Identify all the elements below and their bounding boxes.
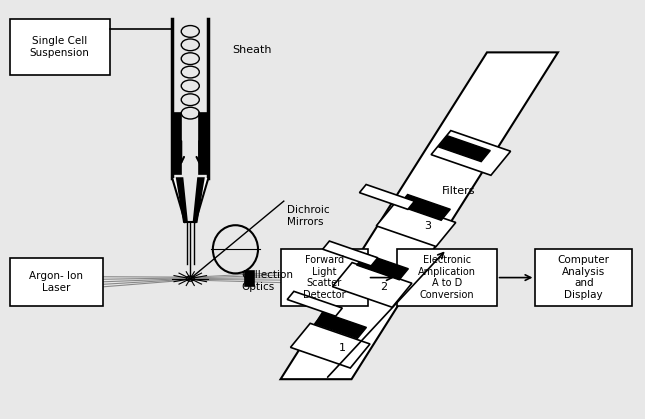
Polygon shape bbox=[439, 136, 490, 162]
Text: Computer
Analysis
and
Display: Computer Analysis and Display bbox=[558, 255, 610, 300]
Polygon shape bbox=[177, 178, 187, 222]
Polygon shape bbox=[359, 184, 415, 210]
Text: Collection
Optics: Collection Optics bbox=[242, 270, 294, 292]
Text: Argon- Ion
Laser: Argon- Ion Laser bbox=[30, 271, 83, 292]
Text: Single Cell
Suspension: Single Cell Suspension bbox=[30, 36, 90, 58]
Bar bbox=[397, 249, 497, 306]
Polygon shape bbox=[357, 254, 408, 280]
Polygon shape bbox=[287, 291, 342, 316]
Polygon shape bbox=[193, 178, 208, 222]
Bar bbox=[10, 258, 103, 306]
Polygon shape bbox=[290, 323, 370, 368]
Polygon shape bbox=[194, 178, 204, 222]
Text: 1: 1 bbox=[339, 343, 345, 353]
Polygon shape bbox=[172, 178, 188, 222]
Bar bbox=[199, 113, 207, 174]
Polygon shape bbox=[315, 313, 366, 339]
Bar bbox=[535, 249, 632, 306]
Polygon shape bbox=[399, 194, 450, 220]
Text: Sheath: Sheath bbox=[232, 45, 272, 55]
Text: Electronic
Amplication
A to D
Conversion: Electronic Amplication A to D Conversion bbox=[418, 255, 475, 300]
Text: Dichroic
Mirrors: Dichroic Mirrors bbox=[287, 205, 330, 227]
Bar bbox=[245, 271, 254, 286]
Polygon shape bbox=[376, 202, 456, 246]
Bar bbox=[281, 249, 368, 306]
Polygon shape bbox=[332, 263, 412, 307]
Polygon shape bbox=[431, 131, 511, 175]
Bar bbox=[174, 113, 181, 174]
Bar bbox=[10, 19, 110, 75]
Text: Forward
Light
Scatter
Detector: Forward Light Scatter Detector bbox=[303, 255, 346, 300]
Polygon shape bbox=[281, 52, 558, 379]
Text: 3: 3 bbox=[424, 221, 431, 231]
Text: 4: 4 bbox=[479, 150, 486, 160]
Text: 2: 2 bbox=[380, 282, 388, 292]
Text: Filters: Filters bbox=[442, 186, 475, 196]
Polygon shape bbox=[322, 241, 378, 266]
